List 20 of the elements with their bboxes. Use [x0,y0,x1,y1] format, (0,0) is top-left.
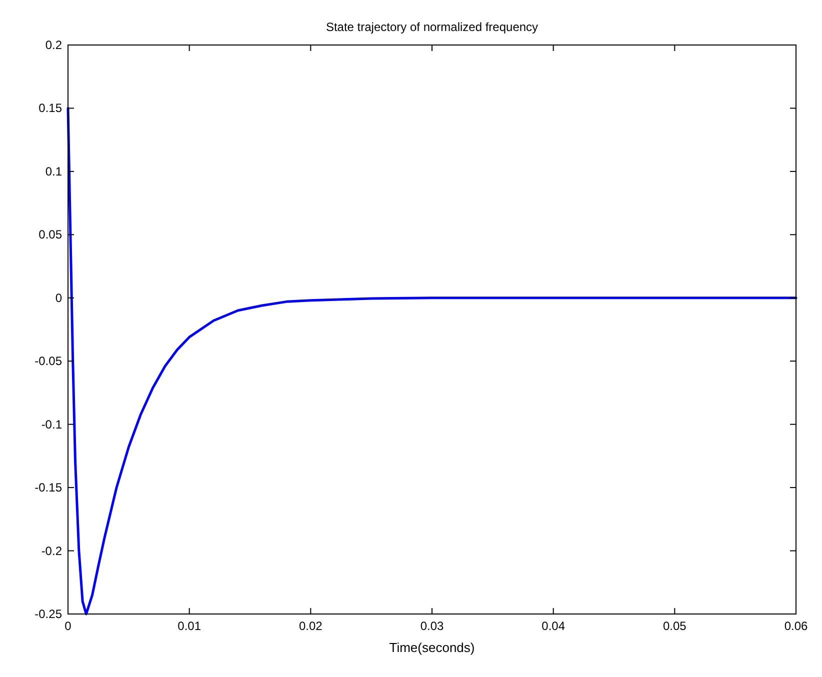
y-tick-label: -0.15 [34,480,62,495]
x-tick-label: 0 [64,619,72,633]
y-tick-label: 0.2 [45,38,62,52]
x-axis-title: Time(seconds) [389,640,475,655]
y-tick-label: -0.05 [34,354,62,368]
y-tick-label: -0.2 [41,544,62,558]
y-tick-label: 0.1 [45,164,62,178]
y-tick-label: 0.15 [38,101,62,116]
x-tick-label: 0.03 [420,619,444,633]
y-tick-label: 0 [55,290,62,305]
x-tick-label: 0.02 [298,619,323,633]
line-series [66,106,798,616]
x-tick-label: 0.05 [662,619,687,633]
chart-title: State trajectory of normalized frequency [326,20,538,34]
y-tick-label: 0.05 [38,228,62,242]
x-tick-label: 0.01 [178,619,202,633]
x-tick-label: 0.04 [542,619,566,633]
y-tick-label: -0.1 [41,417,62,432]
x-tick-label: 0.06 [784,619,808,633]
y-tick-label: -0.25 [34,607,62,621]
